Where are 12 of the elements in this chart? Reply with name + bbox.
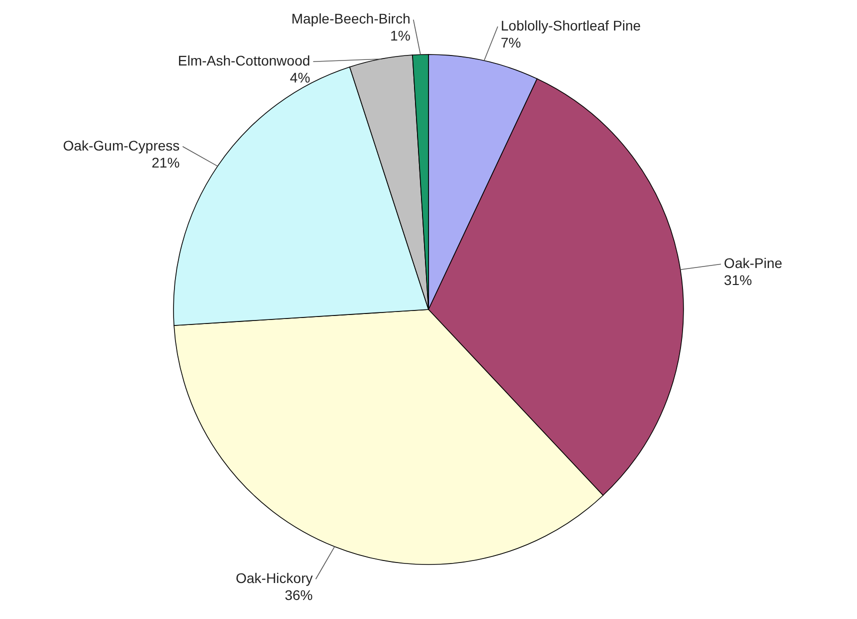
data-label: 7%: [500, 34, 521, 50]
data-label: 1%: [390, 28, 410, 44]
slice-label: Oak-Hickory: [236, 570, 313, 586]
slice-label: Oak-Gum-Cypress: [62, 137, 180, 154]
data-label: 4%: [290, 70, 310, 86]
slice-label: Oak-Pine: [724, 255, 782, 272]
data-label: 31%: [724, 272, 752, 288]
slice-label: Loblolly-Shortleaf Pine: [500, 17, 642, 34]
slice-label: Elm-Ash-Cottonwood: [178, 52, 310, 69]
data-label: 21%: [152, 154, 180, 170]
slice-label: Maple-Beech-Birch: [291, 10, 410, 27]
data-label: 36%: [284, 587, 313, 604]
